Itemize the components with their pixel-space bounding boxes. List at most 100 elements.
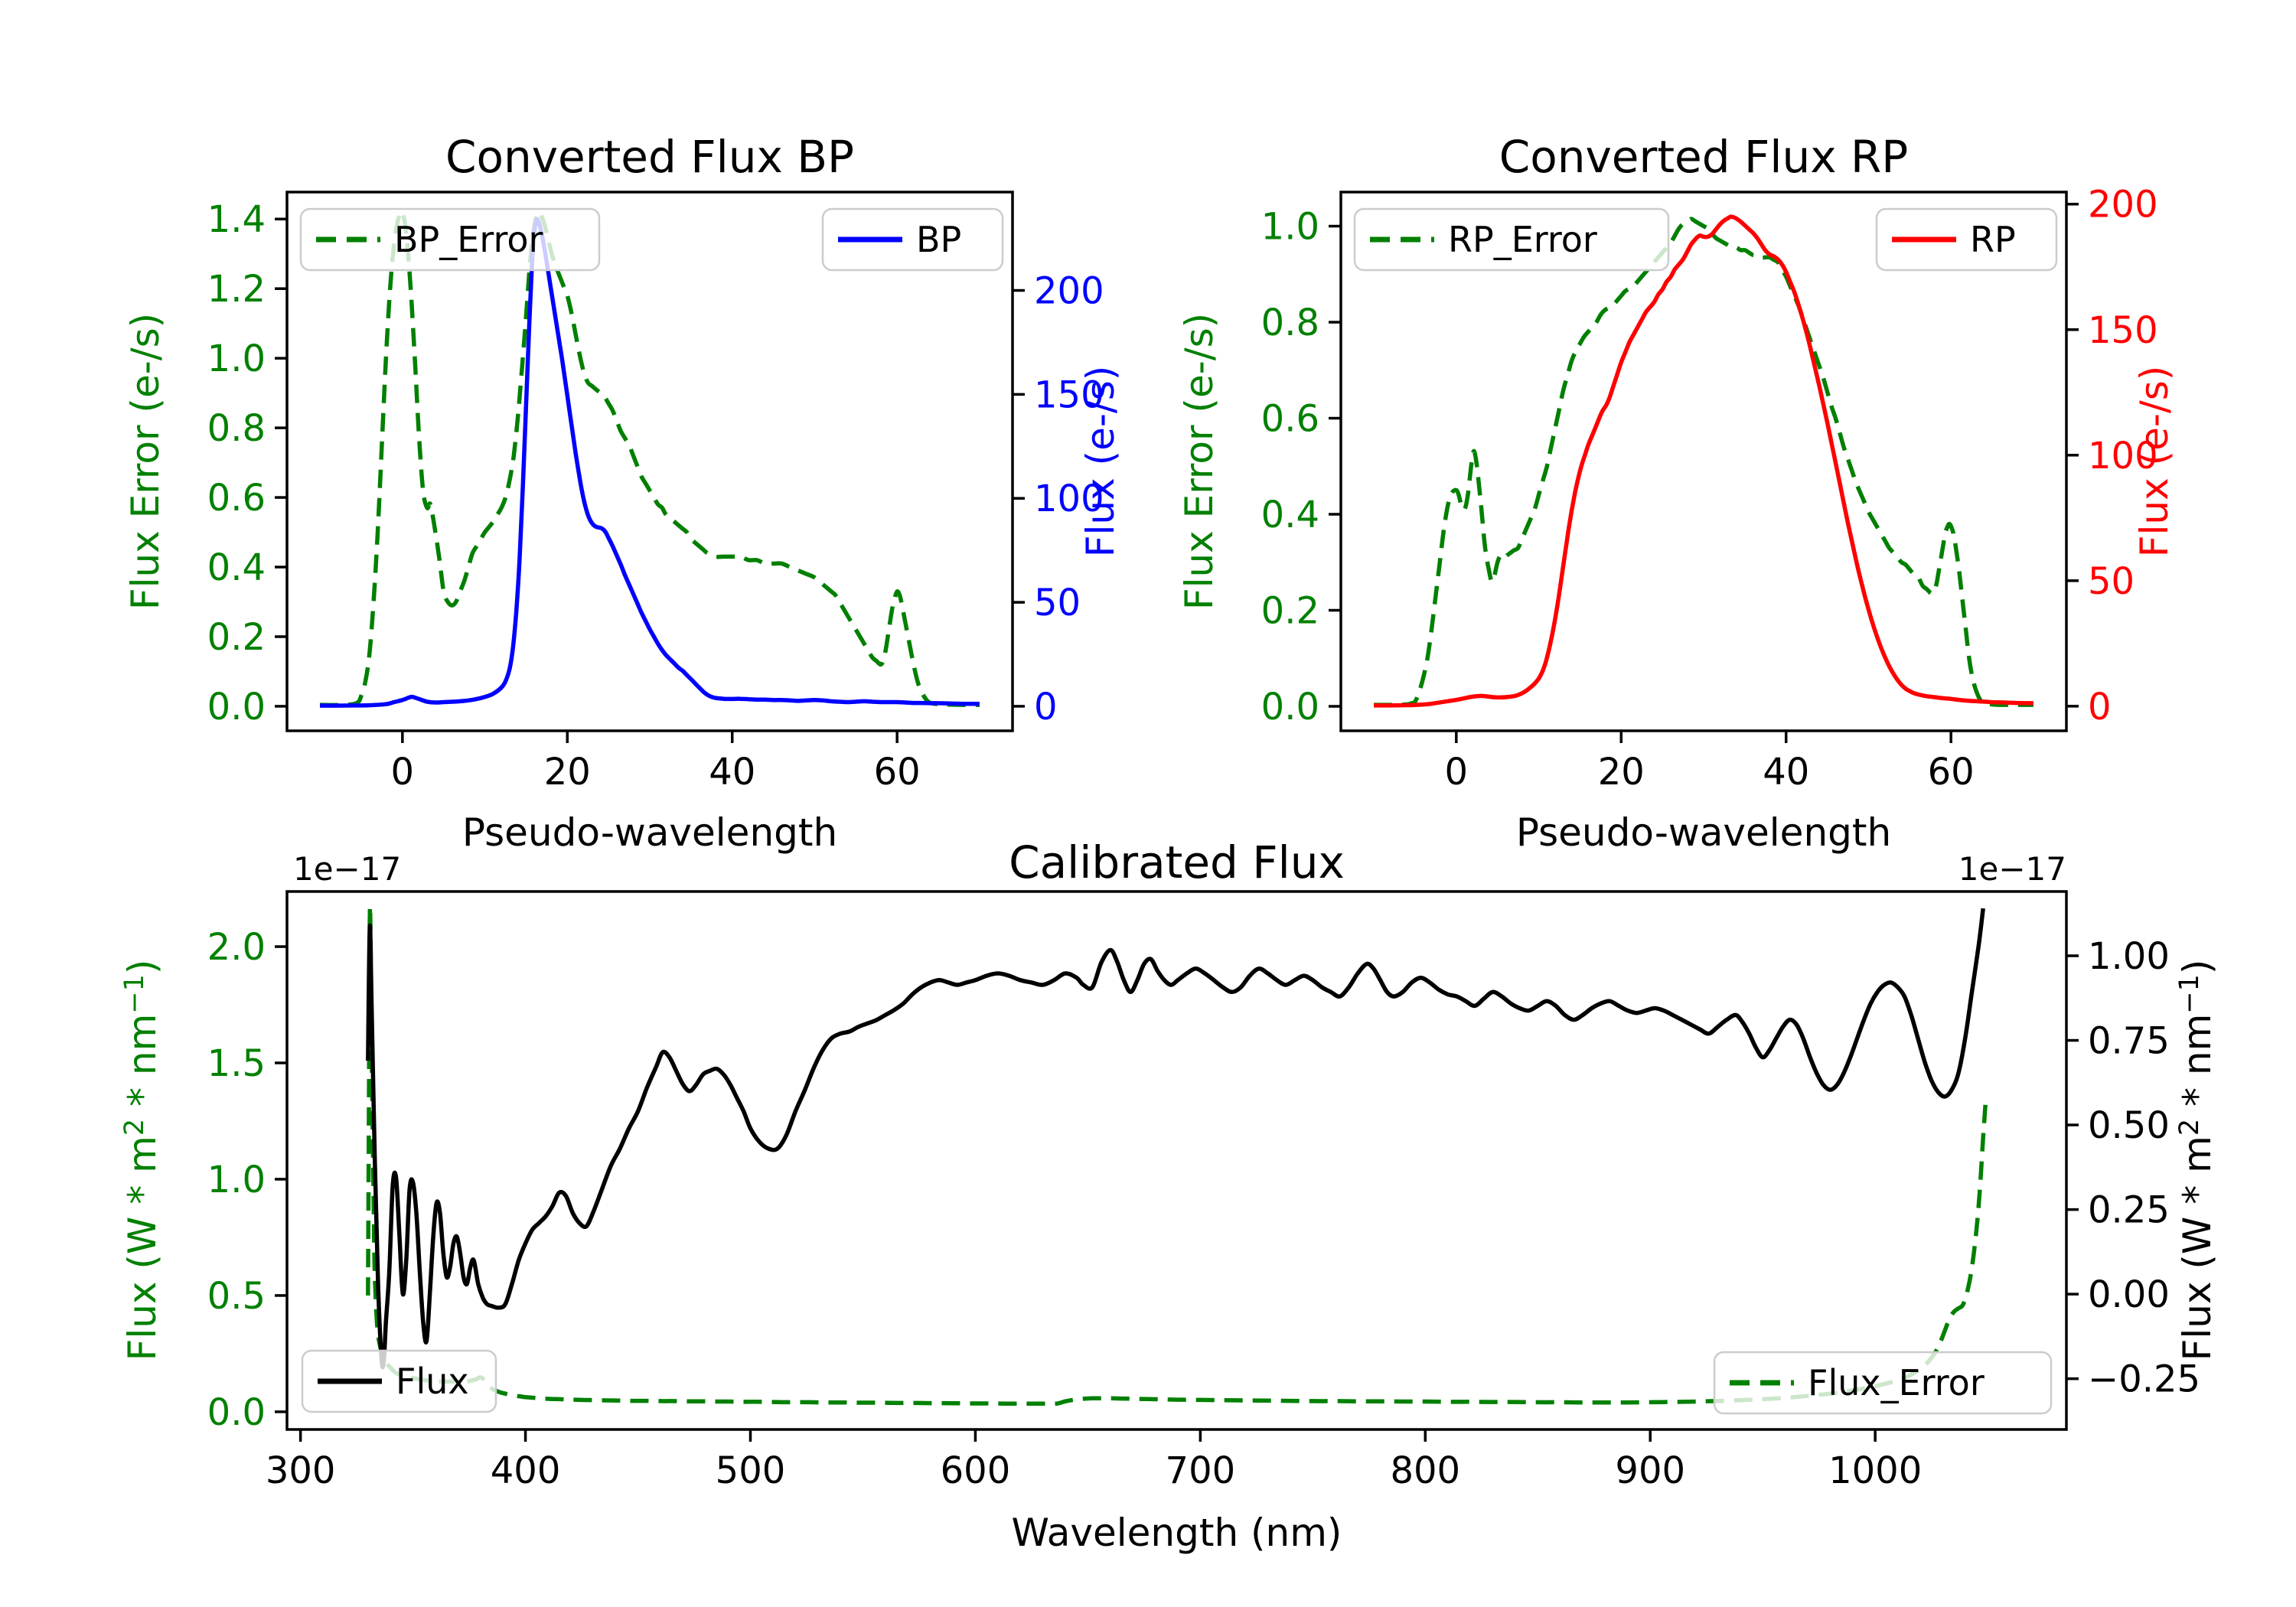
- left-tick-label: 2.0: [207, 926, 266, 969]
- series-BP: [320, 217, 980, 708]
- right-tick-label: 0.00: [2088, 1273, 2170, 1316]
- subplot-title: Converted Flux BP: [445, 131, 854, 183]
- x-tick-label: 20: [544, 751, 591, 794]
- x-tick-label: 60: [1928, 751, 1975, 794]
- left-tick-label: 0.6: [207, 477, 266, 520]
- left-tick-label: 0.0: [207, 686, 266, 729]
- y-axis-label-right: Flux (W * m2 * nm−1): [2174, 960, 2219, 1361]
- x-ticks-rp: 0 20 40 60: [1445, 731, 1975, 794]
- right-tick-label: 100: [2088, 435, 2158, 478]
- subplot-calibrated: 300 400 500 600 700 800 900 1000 0.0 0.5 1.0 1.5 2.0…: [119, 836, 2219, 1555]
- right-tick-label: 0.50: [2088, 1104, 2170, 1147]
- legend-box: [821, 207, 1004, 272]
- legend-BP: BP: [821, 207, 1004, 272]
- plot-area-bp: [320, 209, 980, 708]
- legend-label: Flux: [396, 1361, 469, 1402]
- y-axis-label-left: Flux Error (e-/s): [1177, 313, 1221, 610]
- right-tick-label: 50: [2088, 560, 2135, 603]
- left-tick-label: 0.0: [1261, 686, 1319, 729]
- y-axis-label-right: Flux (e-/s): [1078, 366, 1123, 558]
- x-axis-label: Pseudo-wavelength: [462, 810, 837, 855]
- left-tick-label: 0.0: [207, 1391, 266, 1434]
- left-tick-label: 0.2: [1261, 590, 1319, 633]
- right-tick-label: 200: [1034, 270, 1104, 313]
- x-axis-label: Pseudo-wavelength: [1516, 810, 1891, 855]
- right-tick-label: 100: [1034, 478, 1104, 520]
- legend-label: BP: [916, 219, 961, 260]
- legend-RP: RP: [1875, 207, 2058, 272]
- left-tick-label: 1.0: [1261, 206, 1319, 249]
- y-axis-label-left: Flux Error (e-/s): [123, 313, 168, 610]
- plot-area-rp: [1374, 214, 2033, 708]
- left-tick-label: 1.0: [207, 337, 266, 380]
- legend-Flux: Flux: [301, 1349, 497, 1413]
- right-ticks-bp: 0 50 100 150 200: [1013, 270, 1104, 729]
- series-Flux: [366, 908, 1985, 1370]
- left-tick-label: 0.2: [207, 616, 266, 659]
- right-tick-label: 0: [1034, 686, 1058, 729]
- left-tick-label: 0.8: [1261, 302, 1319, 344]
- right-tick-label: 150: [2088, 309, 2158, 352]
- y-axis-label-left: Flux (W * m2 * nm−1): [119, 960, 165, 1361]
- x-tick-label: 1000: [1828, 1449, 1922, 1492]
- legend-RP_Error: RP_Error: [1353, 207, 1670, 272]
- subplot-rp: 0 20 40 60 0.0 0.2 0.4 0.6 0.8 1.0 0 50 100 150 200 Con…: [1177, 131, 2177, 855]
- subplot-title: Calibrated Flux: [1009, 836, 1345, 888]
- right-tick-label: −0.25: [2088, 1358, 2200, 1401]
- legend-label: RP: [1970, 219, 2016, 260]
- axes-spines-bp: [285, 191, 1014, 732]
- x-tick-label: 500: [716, 1449, 786, 1492]
- left-tick-label: 1.2: [207, 268, 266, 311]
- legend-box: [1713, 1351, 2053, 1415]
- subplot-bp: 0 20 40 60 0.0 0.2 0.4 0.6 0.8 1.0 1.2 1.4 0 50 100 150…: [123, 131, 1123, 855]
- series-BP_Error: [320, 209, 980, 708]
- x-tick-label: 700: [1166, 1449, 1236, 1492]
- left-ticks-rp: 0.0 0.2 0.4 0.6 0.8 1.0: [1261, 206, 1341, 729]
- subplot-title: Converted Flux RP: [1499, 131, 1909, 183]
- right-tick-label: 0.75: [2088, 1020, 2170, 1063]
- x-tick-label: 600: [941, 1449, 1011, 1492]
- x-tick-label: 60: [874, 751, 921, 794]
- legend-label: BP_Error: [394, 219, 543, 260]
- legend-box: [1353, 207, 1670, 272]
- left-tick-label: 0.5: [207, 1275, 266, 1318]
- x-axis-label: Wavelength (nm): [1012, 1511, 1342, 1555]
- legend-label: Flux_Error: [1808, 1362, 1985, 1403]
- legend-box: [301, 1349, 497, 1413]
- left-tick-label: 0.4: [207, 546, 266, 589]
- axis-offset-text: 1e−17: [1958, 850, 2066, 888]
- x-tick-label: 40: [709, 751, 755, 794]
- axes-spines-rp: [1339, 191, 2068, 732]
- right-tick-label: 0.25: [2088, 1189, 2170, 1232]
- right-tick-label: 1.00: [2088, 935, 2170, 978]
- right-ticks-calibrated: −0.25 0.00 0.25 0.50 0.75 1.00: [2066, 935, 2200, 1401]
- left-tick-label: 1.0: [207, 1159, 266, 1201]
- x-tick-label: 300: [266, 1449, 336, 1492]
- right-tick-label: 0: [2088, 686, 2112, 729]
- x-tick-label: 400: [491, 1449, 561, 1492]
- axis-offset-text: 1e−17: [293, 850, 401, 888]
- x-tick-label: 20: [1598, 751, 1645, 794]
- right-tick-label: 50: [1034, 582, 1081, 624]
- y-axis-label-right: Flux (e-/s): [2132, 366, 2177, 558]
- left-ticks-bp: 0.0 0.2 0.4 0.6 0.8 1.0 1.2 1.4: [207, 198, 287, 729]
- legend-box: [1875, 207, 2058, 272]
- right-tick-label: 150: [1034, 373, 1104, 416]
- x-ticks-calibrated: 300 400 500 600 700 800 900 1000: [266, 1429, 1922, 1492]
- x-tick-label: 0: [1445, 751, 1469, 794]
- series-RP: [1374, 214, 2033, 708]
- x-tick-label: 900: [1615, 1449, 1685, 1492]
- legend-BP_Error: BP_Error: [299, 207, 601, 272]
- legend-Flux_Error: Flux_Error: [1713, 1351, 2053, 1415]
- left-tick-label: 0.8: [207, 407, 266, 450]
- series-RP_Error: [1374, 217, 2033, 707]
- legend-label: RP_Error: [1448, 219, 1597, 260]
- x-ticks-bp: 0 20 40 60: [391, 731, 921, 794]
- x-tick-label: 0: [391, 751, 415, 794]
- x-tick-label: 800: [1390, 1449, 1460, 1492]
- axes-spines-calibrated: [285, 890, 2068, 1431]
- legend-box: [299, 207, 601, 272]
- right-tick-label: 200: [2088, 184, 2158, 227]
